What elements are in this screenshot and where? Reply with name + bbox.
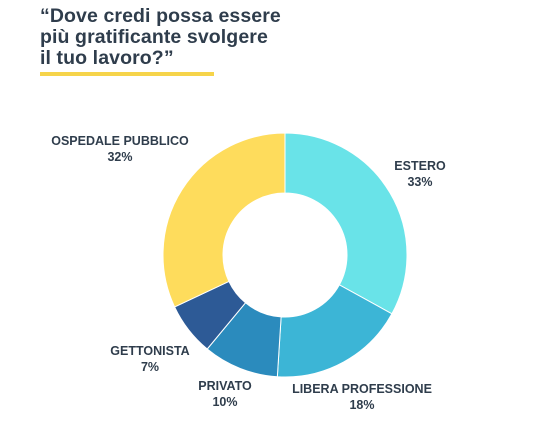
slice-label: GETTONISTA [110, 344, 189, 358]
slice-label: PRIVATO [198, 379, 252, 393]
slice-ospedale-pubblico [162, 132, 286, 308]
donut-slices [162, 132, 408, 378]
slice-value-label: 18% [349, 398, 374, 412]
slice-label: OSPEDALE PUBBLICO [51, 134, 189, 148]
slice-value-label: 7% [141, 360, 159, 374]
slice-value-label: 32% [107, 150, 132, 164]
slice-value-label: 33% [407, 175, 432, 189]
title-underline [40, 72, 214, 76]
slice-label: ESTERO [394, 159, 446, 173]
chart-title: “Dove credi possa essere più gratificant… [40, 5, 281, 69]
slice-estero [284, 132, 408, 315]
slice-label: LIBERA PROFESSIONE [292, 382, 432, 396]
slice-value-label: 10% [212, 395, 237, 409]
slice-labels: ESTERO 33% LIBERA PROFESSIONE 18% PRIVATO 10%… [51, 134, 446, 412]
